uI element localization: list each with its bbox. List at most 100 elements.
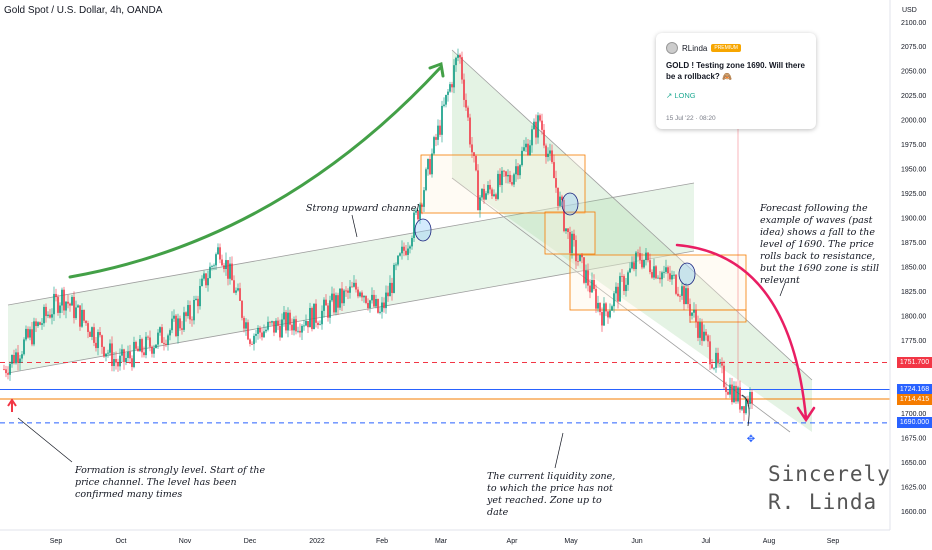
candle-body: [107, 352, 109, 354]
y-tick-label: 1925.00: [901, 191, 926, 198]
candle-body: [577, 261, 579, 263]
candle-body: [29, 329, 31, 338]
candle-body: [75, 307, 77, 319]
candle-body: [259, 327, 261, 333]
candle-body: [497, 173, 499, 199]
idea-author-row: RLinda PREMIUM: [666, 42, 741, 54]
x-tick-label: Nov: [179, 538, 192, 545]
y-tick-label: 1850.00: [901, 264, 926, 271]
candle-body: [589, 285, 591, 293]
candle-body: [397, 255, 399, 265]
candle-body: [535, 121, 537, 138]
candle-body: [257, 327, 259, 334]
candle-body: [271, 321, 273, 323]
candle-body: [269, 321, 271, 323]
candle-body: [621, 276, 623, 277]
candle-body: [715, 352, 717, 368]
candle-body: [81, 309, 83, 327]
y-tick-label: 2075.00: [901, 44, 926, 51]
candle-body: [279, 325, 281, 338]
y-tick-label: 1875.00: [901, 240, 926, 247]
candle-body: [375, 298, 377, 307]
breakout-circle: [678, 262, 696, 286]
idea-title[interactable]: GOLD ! Testing zone 1690. Will there be …: [666, 61, 805, 81]
candle-body: [307, 321, 309, 328]
candle-body: [407, 248, 409, 255]
candle-body: [365, 295, 367, 303]
candle-body: [249, 339, 251, 344]
candle-body: [287, 312, 289, 331]
candle-body: [697, 321, 699, 338]
candle-body: [517, 166, 519, 176]
candle-body: [173, 315, 175, 319]
candle-body: [563, 200, 565, 232]
candle-body: [619, 276, 621, 302]
candle-body: [543, 129, 545, 146]
candle-body: [625, 284, 627, 292]
candle-body: [275, 320, 277, 333]
candle-body: [225, 260, 227, 270]
signature: Sincerely R. Linda: [768, 460, 891, 516]
candle-body: [95, 342, 97, 349]
candle-body: [567, 228, 569, 233]
candle-body: [509, 174, 511, 183]
candle-body: [541, 120, 543, 130]
candle-body: [265, 329, 267, 332]
candle-body: [143, 352, 145, 356]
candle-body: [427, 159, 429, 170]
x-tick-label: Apr: [507, 538, 519, 545]
candle-body: [377, 298, 379, 313]
candle-body: [289, 312, 291, 325]
candle-body: [203, 273, 205, 279]
candle-body: [157, 332, 159, 345]
candle-body: [69, 303, 71, 306]
x-tick-label: Mar: [435, 538, 448, 545]
candle-body: [529, 145, 531, 156]
candle-body: [345, 290, 347, 292]
candle-body: [325, 299, 327, 306]
candle-body: [717, 352, 719, 364]
candle-body: [733, 385, 735, 403]
candle-body: [139, 339, 141, 352]
candle-body: [461, 57, 463, 80]
liquidity-annotation: The current liquidity zone, to which the…: [487, 471, 616, 518]
candle-body: [303, 325, 305, 327]
candle-body: [79, 305, 81, 327]
candle-body: [501, 170, 503, 186]
candle-body: [171, 318, 173, 331]
crosshair-icon: ✥: [747, 434, 755, 445]
candle-body: [613, 293, 615, 307]
candle-body: [439, 125, 441, 135]
candle-body: [227, 260, 229, 279]
candle-body: [681, 286, 683, 296]
candle-body: [313, 303, 315, 330]
y-tick-label: 1675.00: [901, 436, 926, 443]
candle-body: [651, 272, 653, 278]
candle-body: [437, 125, 439, 140]
candle-body: [527, 143, 529, 156]
candle-body: [233, 280, 235, 293]
candle-body: [411, 237, 413, 247]
candle-body: [385, 292, 387, 309]
idea-card[interactable]: RLinda PREMIUM GOLD ! Testing zone 1690.…: [656, 33, 816, 129]
idea-author[interactable]: RLinda: [682, 43, 708, 53]
y-tick-label: 1600.00: [901, 509, 926, 516]
candle-body: [421, 204, 423, 207]
candle-body: [359, 292, 361, 297]
candle-body: [3, 369, 5, 370]
candle-body: [329, 300, 331, 318]
candle-body: [125, 357, 127, 363]
candle-body: [599, 302, 601, 313]
candle-body: [111, 343, 113, 367]
candle-body: [295, 319, 297, 332]
candle-body: [319, 324, 321, 326]
candle-body: [609, 310, 611, 318]
candle-body: [727, 391, 729, 395]
candle-body: [655, 266, 657, 279]
candle-body: [505, 171, 507, 177]
candle-body: [663, 271, 665, 273]
candle-body: [321, 310, 323, 325]
candle-body: [419, 204, 421, 220]
candle-body: [343, 290, 345, 304]
